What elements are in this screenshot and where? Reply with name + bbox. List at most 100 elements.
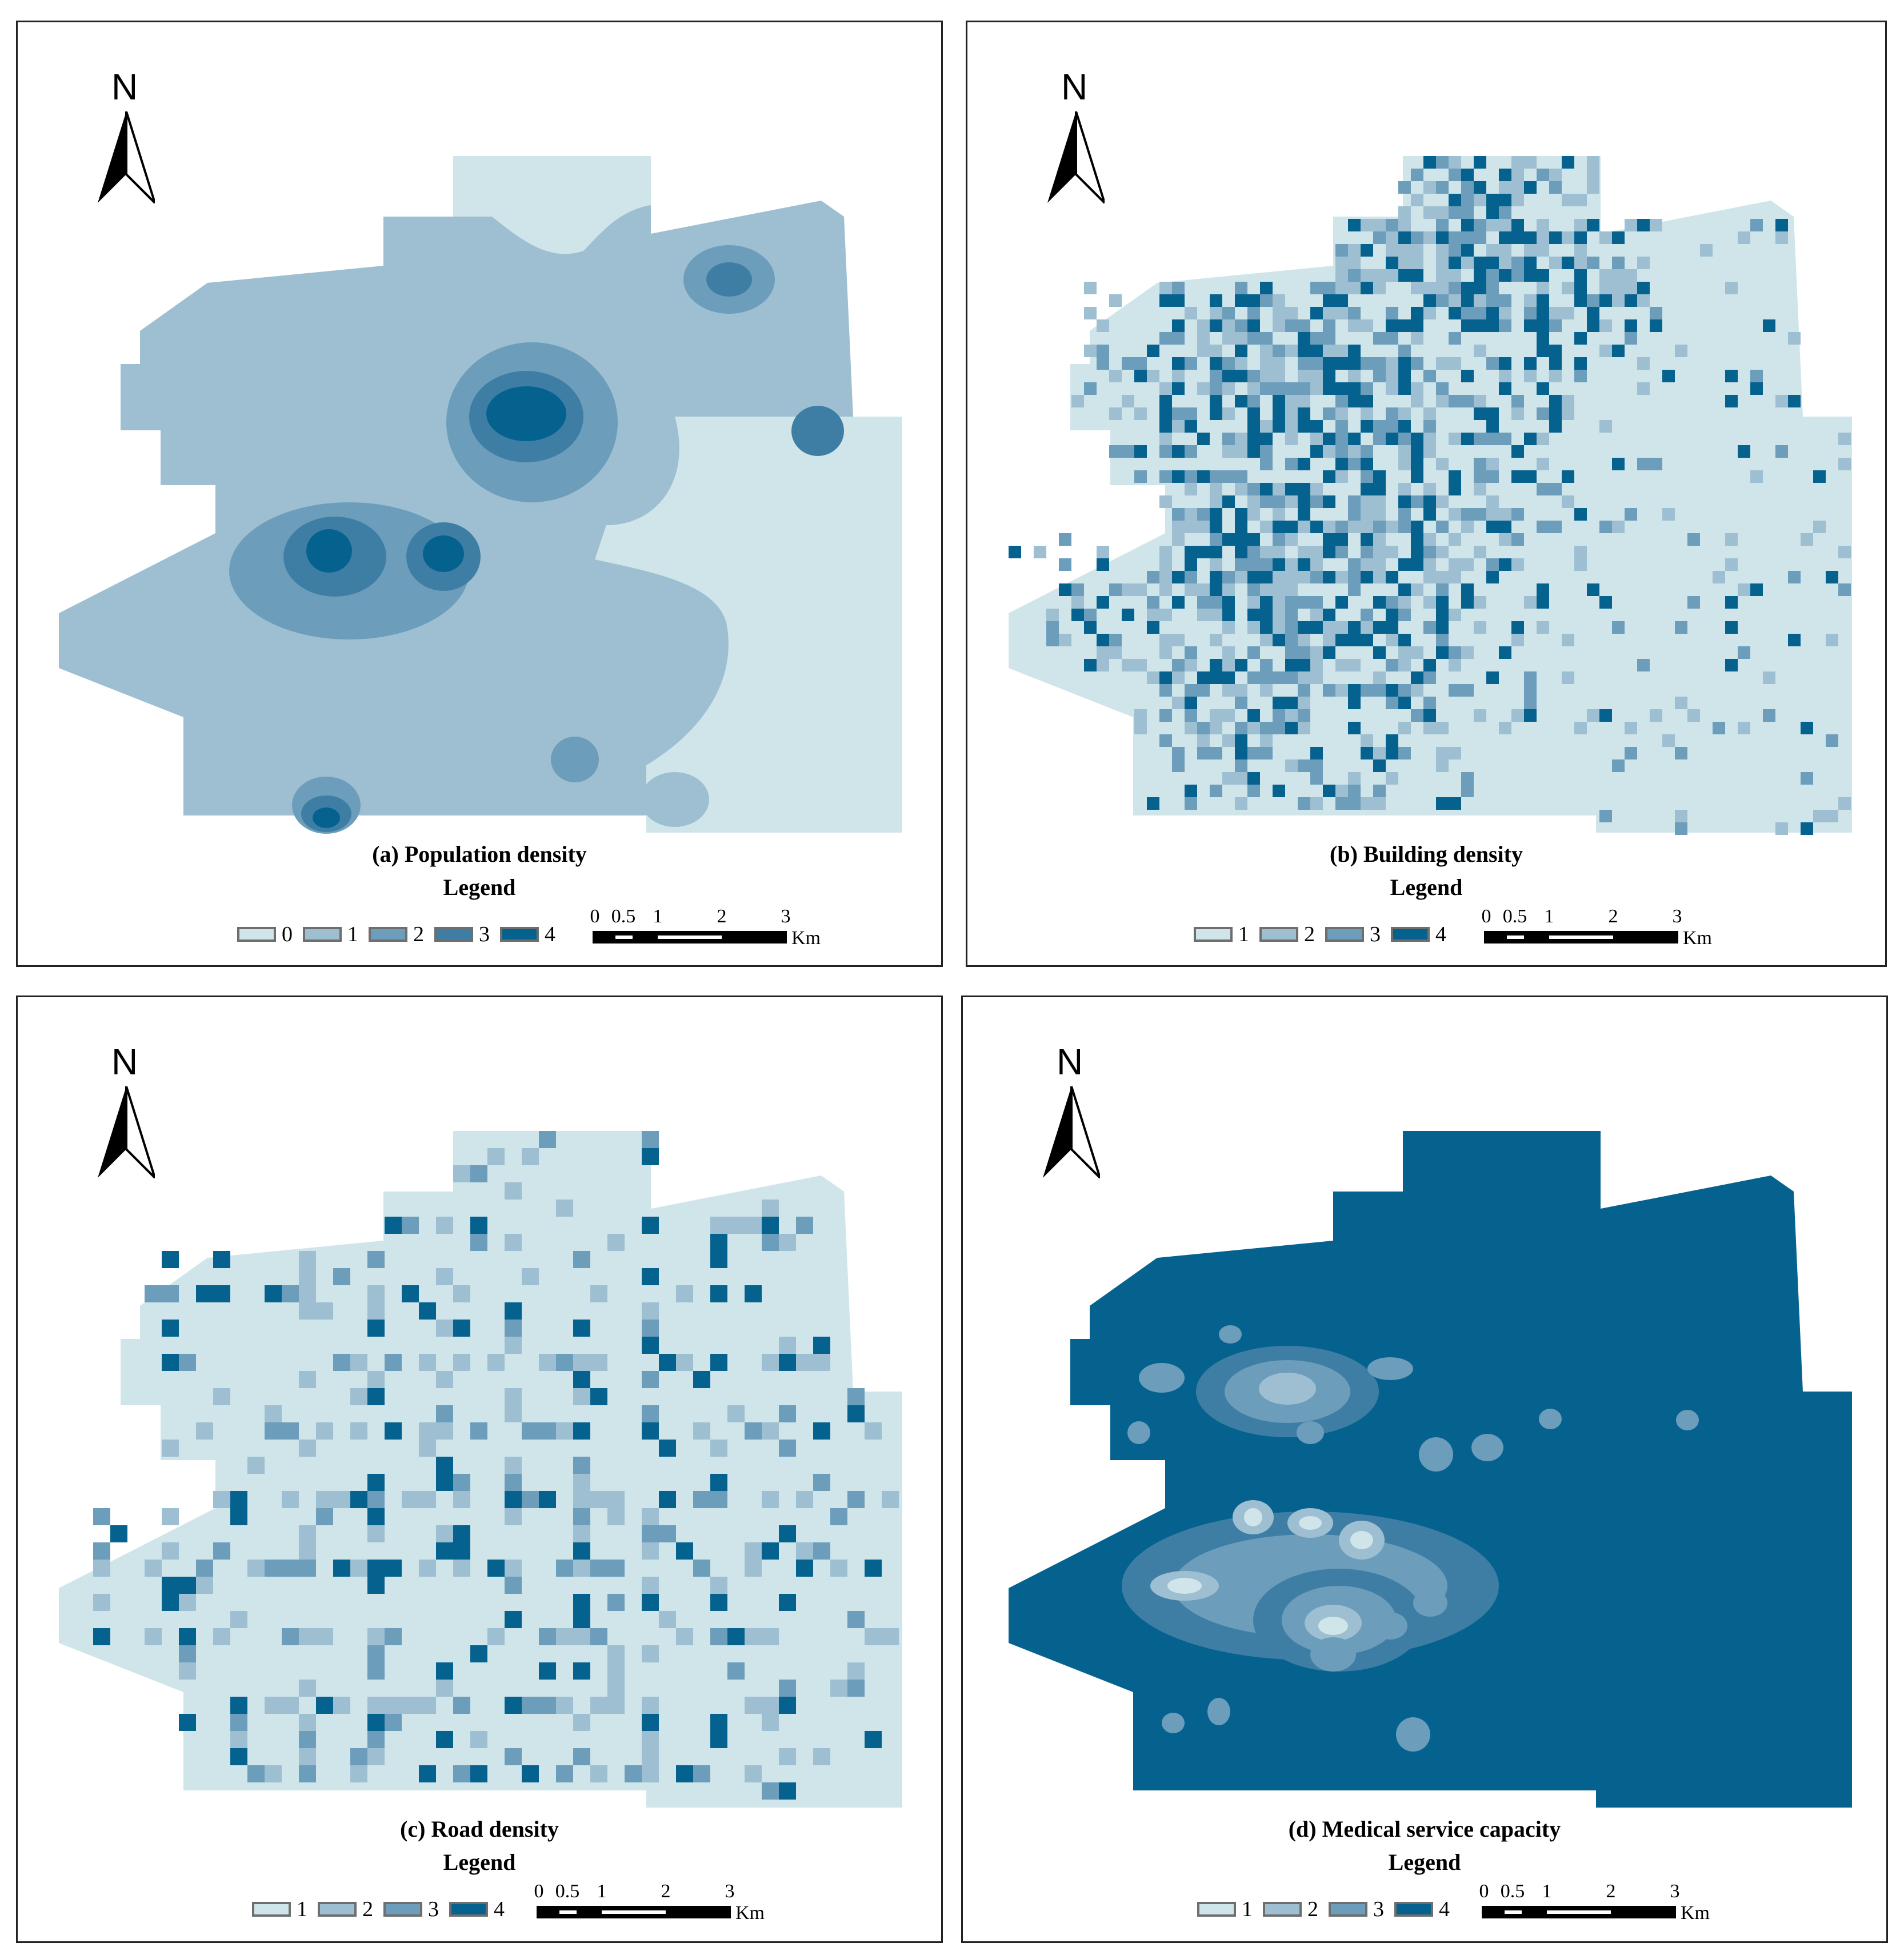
- legend: 1 2 3 4: [1197, 1897, 1460, 1922]
- raster-cell: [282, 1628, 299, 1645]
- scale-tick: 2: [1608, 906, 1618, 927]
- raster-cell: [1097, 546, 1109, 558]
- raster-cell: [642, 1268, 659, 1285]
- raster-cell: [1486, 433, 1499, 445]
- raster-cell: [1474, 709, 1486, 722]
- raster-cell: [282, 1422, 299, 1440]
- raster-cell: [1172, 357, 1185, 370]
- class3-zone-4: [706, 262, 752, 297]
- scale-tick: 3: [781, 906, 791, 927]
- raster-cell: [1461, 231, 1474, 244]
- raster-cell: [1335, 345, 1348, 357]
- raster-cell: [762, 1234, 779, 1251]
- raster-cell: [1461, 257, 1474, 269]
- scale-tick: 0.5: [611, 906, 636, 927]
- raster-cell: [436, 1371, 453, 1388]
- raster-cell: [1361, 420, 1373, 433]
- raster-cell: [1185, 420, 1197, 433]
- raster-cell: [1298, 709, 1310, 722]
- raster-cell: [1273, 420, 1285, 433]
- raster-cell: [1549, 257, 1562, 269]
- north-arrow-icon: [98, 111, 155, 204]
- raster-cell: [659, 1440, 676, 1457]
- raster-cell: [1574, 219, 1587, 231]
- raster-cell: [625, 1765, 642, 1782]
- raster-cell: [350, 1354, 367, 1371]
- raster-cell: [1398, 244, 1411, 257]
- raster-cell: [1335, 621, 1348, 634]
- raster-cell: [1499, 433, 1511, 445]
- raster-cell: [1625, 294, 1637, 307]
- north-arrow-icon: [1047, 111, 1105, 204]
- raster-cell: [1361, 483, 1373, 495]
- raster-cell: [1134, 357, 1147, 370]
- raster-cell: [1449, 357, 1461, 370]
- class2-zone-13: [1373, 1612, 1407, 1640]
- raster-cell: [1260, 445, 1273, 458]
- raster-cell: [796, 1354, 813, 1371]
- raster-cell: [710, 1577, 727, 1594]
- scale-bar-segment: [1549, 935, 1613, 939]
- raster-cell: [1235, 772, 1247, 785]
- raster-cell: [1335, 244, 1348, 257]
- legend-swatch: [1391, 927, 1430, 942]
- raster-cell: [1260, 659, 1273, 671]
- raster-cell: [1499, 382, 1511, 395]
- raster-cell: [1235, 395, 1247, 407]
- raster-cell: [1084, 382, 1097, 395]
- raster-cell: [1298, 546, 1310, 558]
- raster-cell: [779, 1337, 796, 1354]
- raster-cell: [1235, 734, 1247, 747]
- raster-cell: [1423, 709, 1436, 722]
- raster-cell: [1084, 621, 1097, 634]
- raster-cell: [1687, 596, 1700, 609]
- raster-cell: [505, 1457, 522, 1474]
- raster-cell: [1298, 571, 1310, 583]
- raster-cell: [1185, 646, 1197, 659]
- raster-cell: [1285, 483, 1298, 495]
- raster-cell: [813, 1422, 830, 1440]
- raster-cell: [1449, 609, 1461, 621]
- raster-cell: [230, 1714, 247, 1731]
- raster-cell: [659, 1491, 676, 1508]
- raster-cell: [522, 1491, 539, 1508]
- raster-cell: [1310, 282, 1323, 294]
- raster-cell: [1210, 659, 1222, 671]
- raster-cell: [1197, 609, 1210, 621]
- raster-cell: [1247, 558, 1260, 571]
- raster-cell: [1725, 533, 1738, 546]
- raster-cell: [1687, 533, 1700, 546]
- raster-cell: [453, 1697, 470, 1714]
- raster-cell: [1775, 395, 1788, 407]
- raster-cell: [1172, 747, 1185, 759]
- raster-cell: [350, 1748, 367, 1765]
- raster-cell: [1813, 470, 1826, 483]
- class2-zone-9: [1219, 1325, 1242, 1344]
- raster-cell: [642, 1148, 659, 1165]
- raster-cell: [1474, 156, 1486, 169]
- legend-label: 4: [494, 1897, 505, 1921]
- raster-cell: [1159, 294, 1172, 307]
- raster-cell: [745, 1560, 762, 1577]
- raster-cell: [1323, 470, 1335, 483]
- legend-label: 3: [479, 922, 490, 946]
- raster-cell: [1449, 257, 1461, 269]
- class2-zone-12: [1310, 1637, 1356, 1672]
- raster-cell: [1222, 596, 1235, 609]
- raster-cell: [607, 1662, 625, 1680]
- raster-cell: [1499, 722, 1511, 734]
- legend-item: 4: [1391, 922, 1446, 947]
- raster-cell: [1210, 571, 1222, 583]
- raster-cell: [1335, 596, 1348, 609]
- raster-cell: [1185, 407, 1197, 420]
- scale-bar-segment: [559, 1910, 577, 1914]
- raster-cell: [1562, 282, 1574, 294]
- raster-cell: [1260, 747, 1273, 759]
- raster-cell: [1801, 822, 1813, 835]
- raster-cell: [1222, 332, 1235, 345]
- raster-cell: [1386, 546, 1398, 558]
- raster-cell: [1537, 269, 1549, 282]
- raster-cell: [1436, 596, 1449, 609]
- raster-cell: [230, 1491, 247, 1508]
- raster-cell: [1511, 257, 1524, 269]
